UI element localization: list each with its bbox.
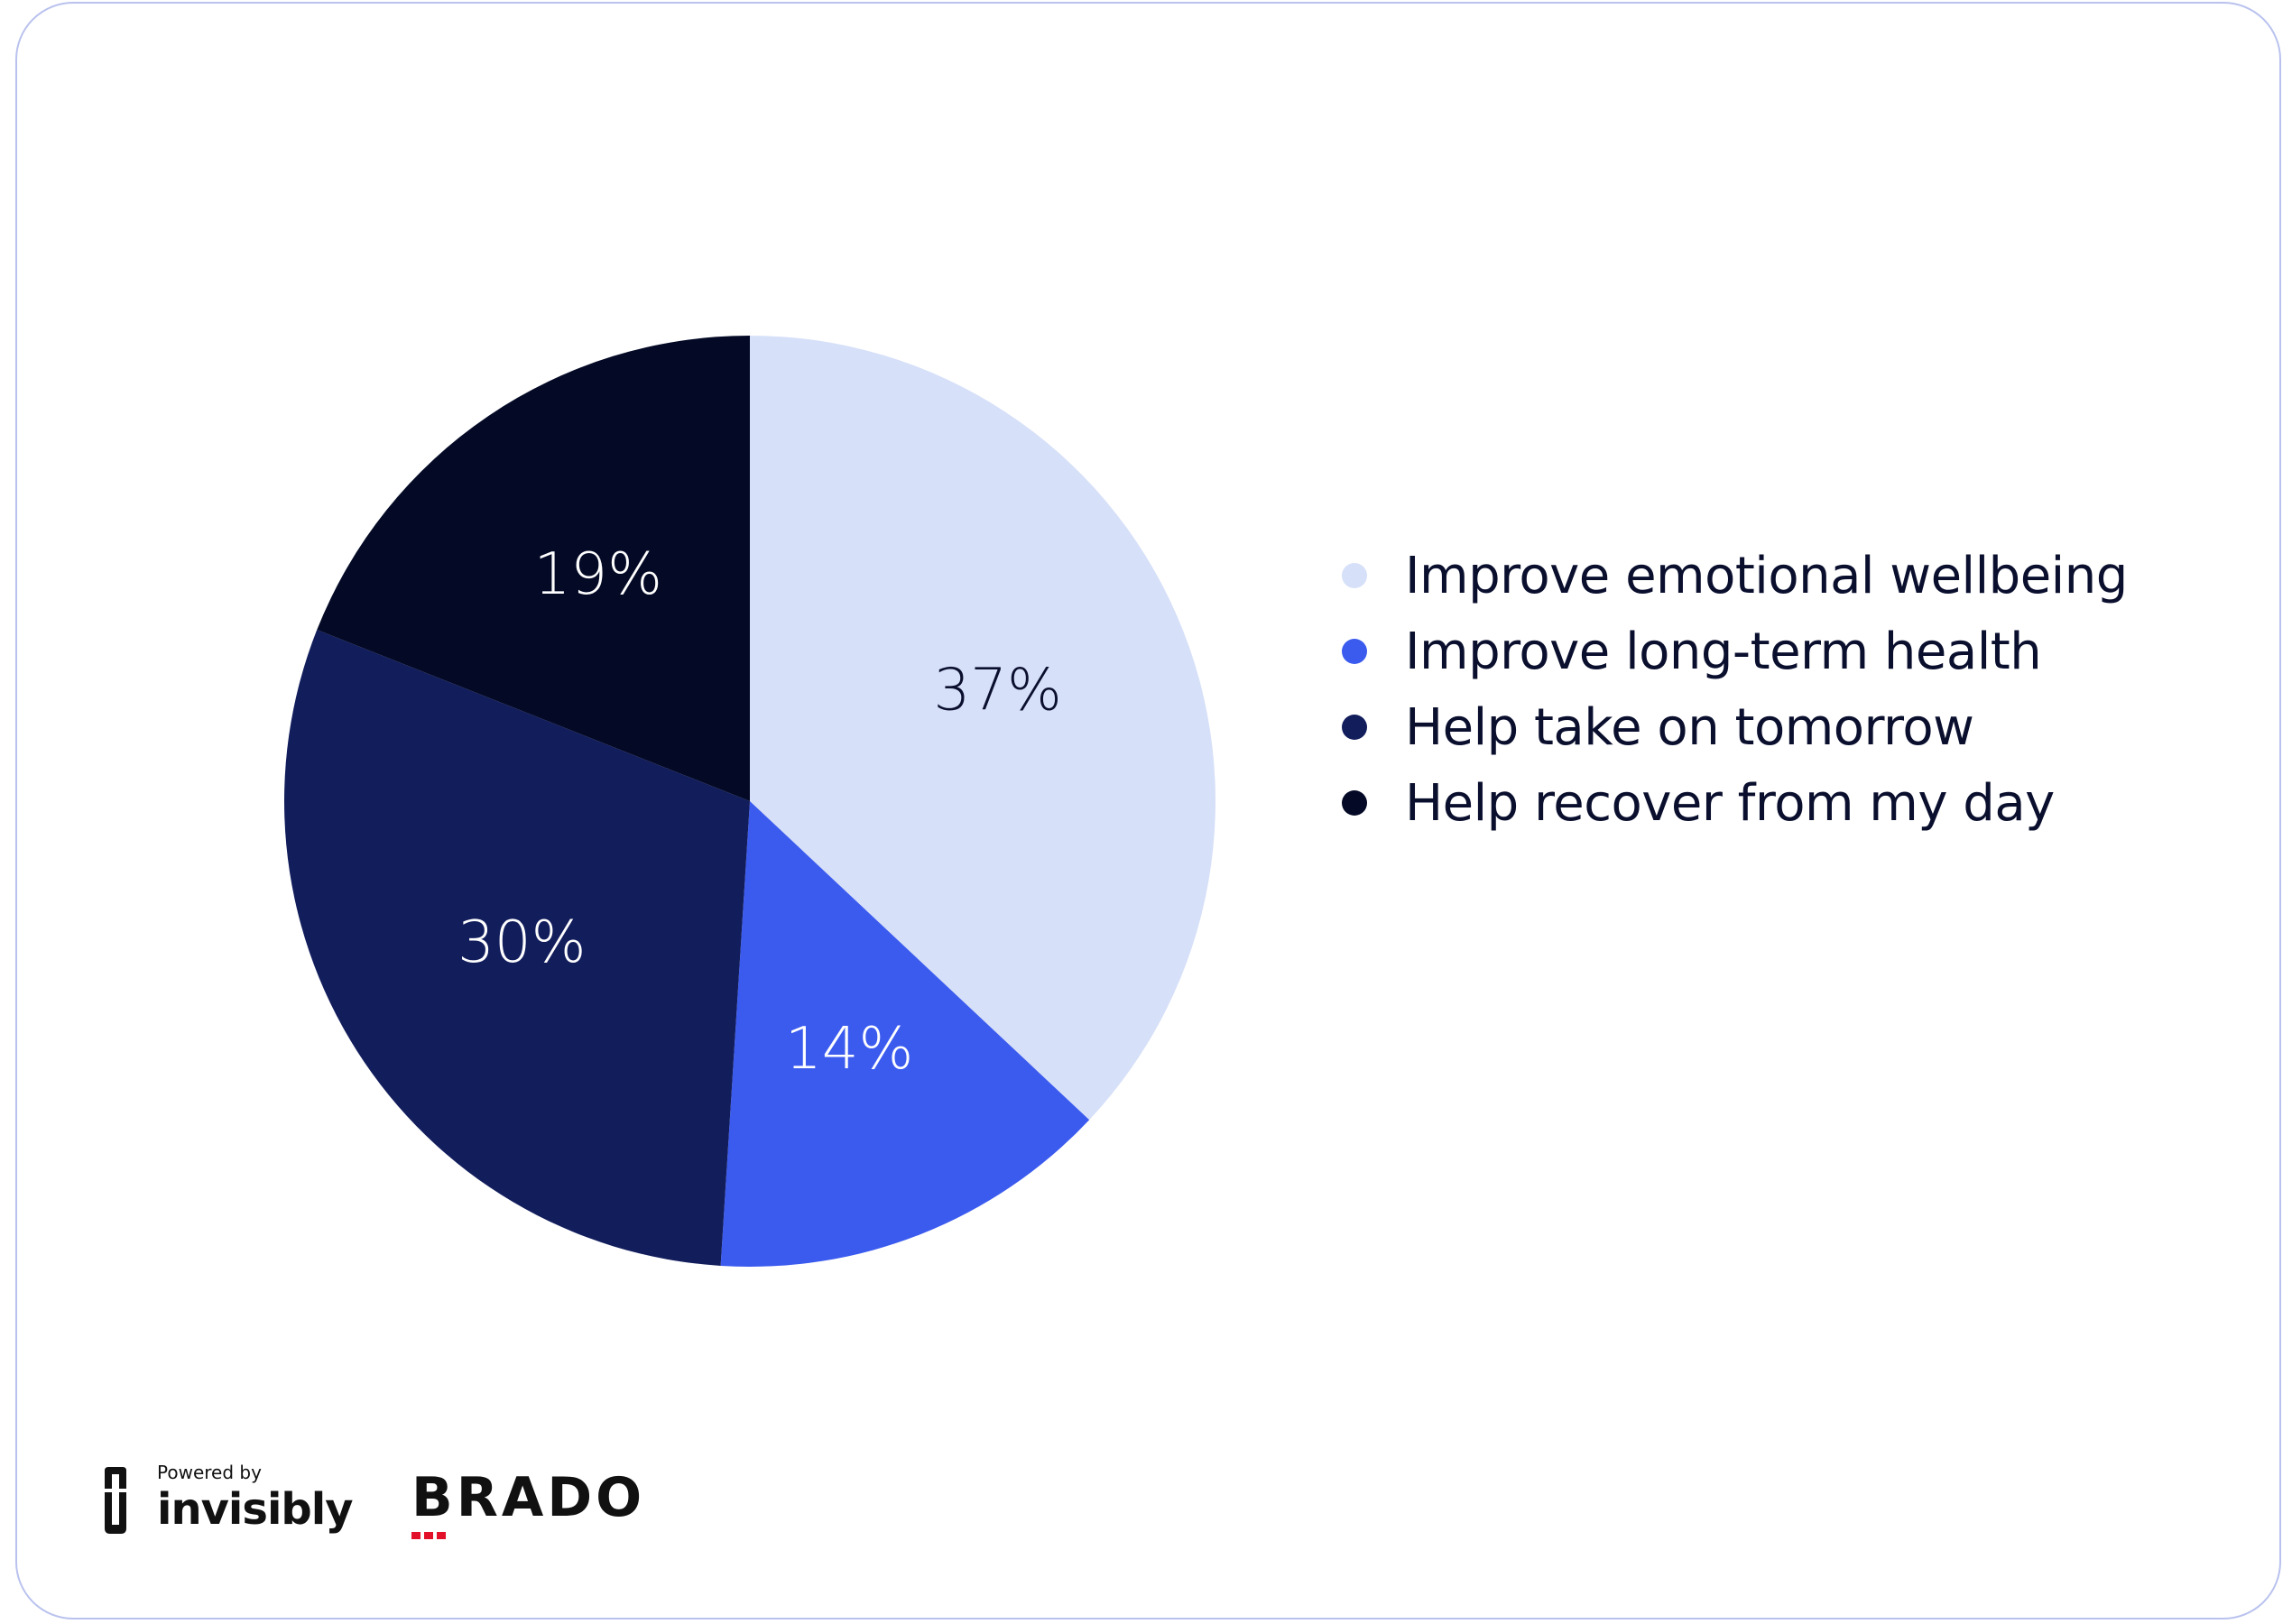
pie-slice (750, 336, 1215, 1121)
legend-dot (1342, 563, 1367, 588)
legend-label: Help recover from my day (1405, 773, 2055, 833)
pie-slice (284, 630, 750, 1266)
legend-item: Help recover from my day (1342, 765, 2128, 841)
invisibly-wordmark: invisibly (157, 1484, 353, 1535)
powered-by-text: Powered by (157, 1462, 262, 1483)
legend-label: Improve long-term health (1405, 622, 2042, 681)
legend-dot (1342, 715, 1367, 740)
invisibly-logo: Powered by invisibly (101, 1462, 353, 1536)
slice-label: 30% (457, 909, 586, 976)
legend: Improve emotional wellbeing Improve long… (1342, 538, 2128, 841)
slice-label: 19% (534, 541, 662, 608)
brado-accent-icon (411, 1532, 645, 1539)
legend-dot (1342, 639, 1367, 664)
slice-label: 37% (934, 658, 1062, 724)
legend-item: Improve long-term health (1342, 614, 2128, 689)
brado-logo: BRADO (411, 1469, 645, 1539)
legend-item: Improve emotional wellbeing (1342, 538, 2128, 614)
legend-label: Improve emotional wellbeing (1405, 546, 2128, 605)
legend-item: Help take on tomorrow (1342, 689, 2128, 765)
brado-wordmark: BRADO (411, 1466, 646, 1529)
pie-slice (317, 336, 750, 801)
legend-label: Help take on tomorrow (1405, 697, 1974, 757)
slice-label: 14% (785, 1016, 913, 1083)
pie-slice (720, 801, 1090, 1267)
legend-dot (1342, 790, 1367, 816)
invisibly-mark-icon (105, 1467, 126, 1534)
